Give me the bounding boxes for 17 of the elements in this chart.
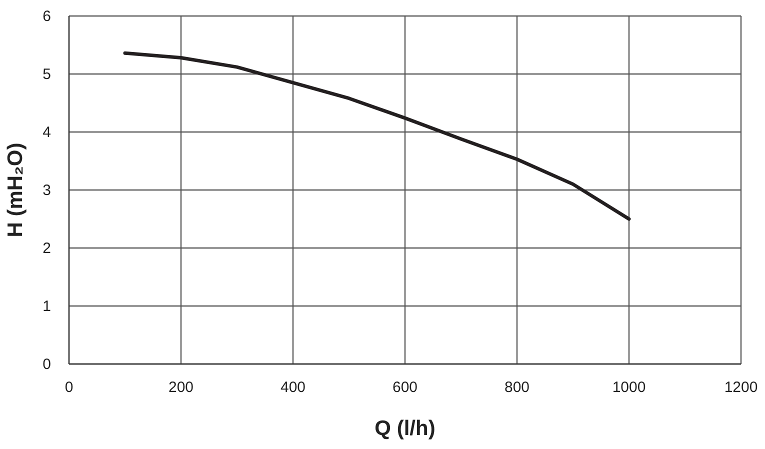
y-tick-label: 1 [42,298,51,315]
y-tick-label: 6 [42,8,51,25]
y-tick-label: 2 [42,240,51,257]
y-axis-title: H (mH₂O) [4,142,27,238]
x-tick-label: 1200 [724,379,758,396]
x-tick-label: 400 [280,379,306,396]
x-tick-label: 1000 [612,379,646,396]
x-tick-label: 0 [64,379,74,396]
y-tick-label: 0 [42,356,51,373]
line-series [123,51,631,221]
y-tick-label: 3 [42,182,51,199]
y-tick-label: 5 [42,66,51,83]
x-tick-label: 600 [392,379,418,396]
y-tick-label: 4 [42,124,51,141]
x-tick-label: 800 [504,379,530,396]
x-tick-label: 200 [168,379,194,396]
x-axis-title: Q (l/h) [374,417,436,440]
